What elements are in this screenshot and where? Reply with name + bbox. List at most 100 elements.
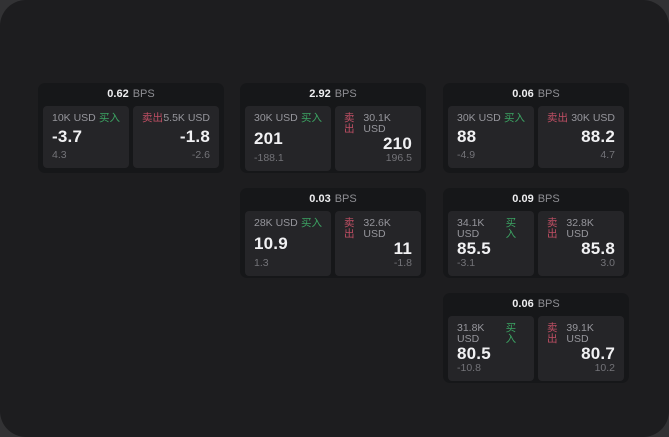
quote-card: 2.92 BPS 30K USD 买入 201 -188.1 卖出 30.1K … (240, 83, 426, 173)
card-header: 0.03 BPS (240, 188, 426, 211)
sell-amount: 30K USD (571, 112, 615, 124)
buy-delta: -188.1 (254, 152, 284, 164)
bps-value: 0.62 (107, 88, 129, 100)
sell-price: -1.8 (179, 127, 210, 146)
buy-price: 80.5 (457, 344, 491, 363)
buy-price: 201 (254, 128, 283, 148)
buy-side-label: 买入 (504, 112, 525, 124)
buy-tile-top: 31.8K USD 买入 (457, 323, 525, 345)
quote-card: 0.62 BPS 10K USD 买入 -3.7 4.3 卖出 5.5K USD… (38, 83, 224, 173)
card-header: 2.92 BPS (240, 83, 426, 106)
sell-side-label: 卖出 (547, 217, 558, 240)
buy-tile[interactable]: 30K USD 买入 88 -4.9 (448, 106, 534, 168)
sell-tile[interactable]: 卖出 32.6K USD 11 -1.8 (335, 211, 421, 276)
buy-price: -3.7 (52, 127, 83, 146)
card-header: 0.09 BPS (443, 188, 629, 211)
sell-tile-top: 卖出 5.5K USD (142, 113, 210, 124)
buy-tile[interactable]: 31.8K USD 买入 80.5 -10.8 (448, 316, 534, 381)
sell-tile-top: 卖出 30K USD (547, 113, 615, 124)
sell-amount: 32.6K USD (363, 217, 391, 240)
bps-unit-label: BPS (537, 298, 560, 310)
buy-tile[interactable]: 30K USD 买入 201 -188.1 (245, 106, 331, 171)
buy-tile-top: 34.1K USD 买入 (457, 218, 525, 240)
buy-price: 88 (457, 127, 477, 146)
buy-delta: 1.3 (254, 257, 269, 269)
sell-tile[interactable]: 卖出 5.5K USD -1.8 -2.6 (133, 106, 219, 168)
sell-side-label: 卖出 (547, 322, 558, 345)
sell-amount: 32.8K USD (566, 217, 594, 240)
card-header: 0.06 BPS (443, 293, 629, 316)
quote-card: 0.09 BPS 34.1K USD 买入 85.5 -3.1 卖出 32.8K… (443, 188, 629, 278)
buy-tile-top: 30K USD 买入 (457, 113, 525, 124)
buy-tile[interactable]: 28K USD 买入 10.9 1.3 (245, 211, 331, 276)
buy-tile[interactable]: 10K USD 买入 -3.7 4.3 (43, 106, 129, 168)
bps-unit-label: BPS (334, 88, 357, 100)
sell-side-label: 卖出 (344, 217, 355, 240)
buy-amount: 34.1K USD (457, 217, 485, 240)
buy-tile-top: 10K USD 买入 (52, 113, 120, 124)
card-header: 0.62 BPS (38, 83, 224, 106)
buy-side-label: 买入 (301, 217, 322, 229)
sell-delta: 10.2 (594, 362, 615, 374)
sell-delta: 4.7 (600, 149, 615, 161)
sell-price: 80.7 (581, 344, 615, 363)
sell-tile[interactable]: 卖出 30.1K USD 210 196.5 (335, 106, 421, 171)
buy-tile[interactable]: 34.1K USD 买入 85.5 -3.1 (448, 211, 534, 276)
bps-value: 0.06 (512, 88, 534, 100)
buy-sell-panels: 34.1K USD 买入 85.5 -3.1 卖出 32.8K USD 85.8… (443, 211, 629, 281)
bps-value: 0.06 (512, 298, 534, 310)
sell-tile-top: 卖出 39.1K USD (547, 323, 615, 345)
buy-side-label: 买入 (99, 112, 120, 124)
card-header: 0.06 BPS (443, 83, 629, 106)
bps-value: 0.03 (309, 193, 331, 205)
buy-sell-panels: 30K USD 买入 201 -188.1 卖出 30.1K USD 210 1… (240, 106, 426, 176)
buy-sell-panels: 10K USD 买入 -3.7 4.3 卖出 5.5K USD -1.8 -2.… (38, 106, 224, 173)
buy-sell-panels: 30K USD 买入 88 -4.9 卖出 30K USD 88.2 4.7 (443, 106, 629, 173)
quote-card: 0.06 BPS 31.8K USD 买入 80.5 -10.8 卖出 39.1… (443, 293, 629, 383)
quote-card: 0.06 BPS 30K USD 买入 88 -4.9 卖出 30K USD 8… (443, 83, 629, 173)
buy-delta: -10.8 (457, 362, 481, 374)
bps-unit-label: BPS (537, 193, 560, 205)
bps-value: 2.92 (309, 88, 331, 100)
sell-tile[interactable]: 卖出 39.1K USD 80.7 10.2 (538, 316, 624, 381)
sell-tile-top: 卖出 30.1K USD (344, 113, 412, 135)
buy-sell-panels: 31.8K USD 买入 80.5 -10.8 卖出 39.1K USD 80.… (443, 316, 629, 386)
buy-side-label: 买入 (301, 112, 322, 124)
bps-value: 0.09 (512, 193, 534, 205)
sell-price: 85.8 (581, 239, 615, 258)
buy-price: 10.9 (254, 233, 288, 253)
sell-delta: -2.6 (191, 149, 210, 161)
buy-sell-panels: 28K USD 买入 10.9 1.3 卖出 32.6K USD 11 -1.8 (240, 211, 426, 281)
buy-price: 85.5 (457, 239, 491, 258)
buy-amount: 31.8K USD (457, 322, 485, 345)
sell-price: 11 (393, 239, 412, 258)
buy-amount: 30K USD (457, 112, 501, 124)
bps-unit-label: BPS (334, 193, 357, 205)
sell-amount: 5.5K USD (163, 112, 210, 124)
buy-delta: -4.9 (457, 149, 476, 161)
bps-unit-label: BPS (537, 88, 560, 100)
buy-side-label: 买入 (505, 322, 517, 345)
buy-delta: -3.1 (457, 257, 476, 269)
sell-amount: 30.1K USD (363, 112, 391, 135)
sell-price: 88.2 (581, 127, 615, 146)
buy-amount: 28K USD (254, 217, 298, 229)
sell-side-label: 卖出 (344, 112, 355, 135)
sell-amount: 39.1K USD (566, 322, 594, 345)
buy-tile-top: 28K USD 买入 (254, 218, 322, 229)
sell-side-label: 卖出 (142, 112, 163, 124)
sell-delta: 196.5 (385, 152, 412, 164)
quote-card: 0.03 BPS 28K USD 买入 10.9 1.3 卖出 32.6K US… (240, 188, 426, 278)
buy-amount: 30K USD (254, 112, 298, 124)
bps-unit-label: BPS (132, 88, 155, 100)
sell-tile-top: 卖出 32.8K USD (547, 218, 615, 240)
sell-tile[interactable]: 卖出 32.8K USD 85.8 3.0 (538, 211, 624, 276)
buy-delta: 4.3 (52, 149, 67, 161)
sell-side-label: 卖出 (547, 112, 568, 124)
sell-tile-top: 卖出 32.6K USD (344, 218, 412, 240)
sell-tile[interactable]: 卖出 30K USD 88.2 4.7 (538, 106, 624, 168)
sell-price: 210 (383, 134, 412, 153)
sell-delta: -1.8 (393, 257, 412, 269)
